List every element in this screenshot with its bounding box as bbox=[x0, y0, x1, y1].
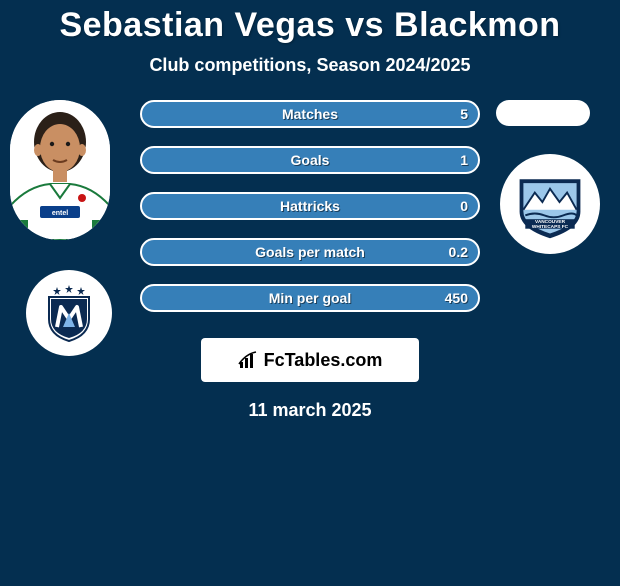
shield-icon bbox=[39, 283, 99, 343]
club-left-crest bbox=[26, 270, 112, 356]
stat-row: Min per goal 450 bbox=[140, 284, 480, 312]
stat-row: Matches 5 bbox=[140, 100, 480, 128]
stat-label: Goals per match bbox=[255, 244, 365, 260]
player-right-photo-blank bbox=[496, 100, 590, 126]
stat-value-right: 5 bbox=[460, 106, 468, 122]
shield-icon: VANCOUVER WHITECAPS FC bbox=[512, 166, 588, 242]
stat-label: Hattricks bbox=[280, 198, 340, 214]
as-of-date: 11 march 2025 bbox=[0, 400, 620, 421]
svg-text:WHITECAPS FC: WHITECAPS FC bbox=[532, 224, 569, 230]
site-name: FcTables.com bbox=[264, 350, 383, 371]
player-headshot-icon: entel bbox=[10, 100, 110, 240]
stat-value-right: 450 bbox=[445, 290, 468, 306]
player-left-photo: entel bbox=[10, 100, 110, 240]
stat-row: Hattricks 0 bbox=[140, 192, 480, 220]
stat-row: Goals per match 0.2 bbox=[140, 238, 480, 266]
stat-value-right: 1 bbox=[460, 152, 468, 168]
comparison-stage: entel bbox=[0, 100, 620, 421]
page-title: Sebastian Vegas vs Blackmon bbox=[0, 6, 620, 45]
stat-label: Min per goal bbox=[269, 290, 351, 306]
stat-label: Matches bbox=[282, 106, 338, 122]
bar-chart-icon bbox=[238, 350, 258, 370]
subtitle: Club competitions, Season 2024/2025 bbox=[0, 55, 620, 76]
stat-label: Goals bbox=[291, 152, 330, 168]
site-badge: FcTables.com bbox=[201, 338, 419, 382]
stats-list: Matches 5 Goals 1 Hattricks 0 Goals per … bbox=[140, 100, 480, 312]
stat-value-right: 0 bbox=[460, 198, 468, 214]
stat-row: Goals 1 bbox=[140, 146, 480, 174]
club-right-crest: VANCOUVER WHITECAPS FC bbox=[500, 154, 600, 254]
svg-text:entel: entel bbox=[52, 210, 68, 217]
stat-value-right: 0.2 bbox=[449, 244, 468, 260]
